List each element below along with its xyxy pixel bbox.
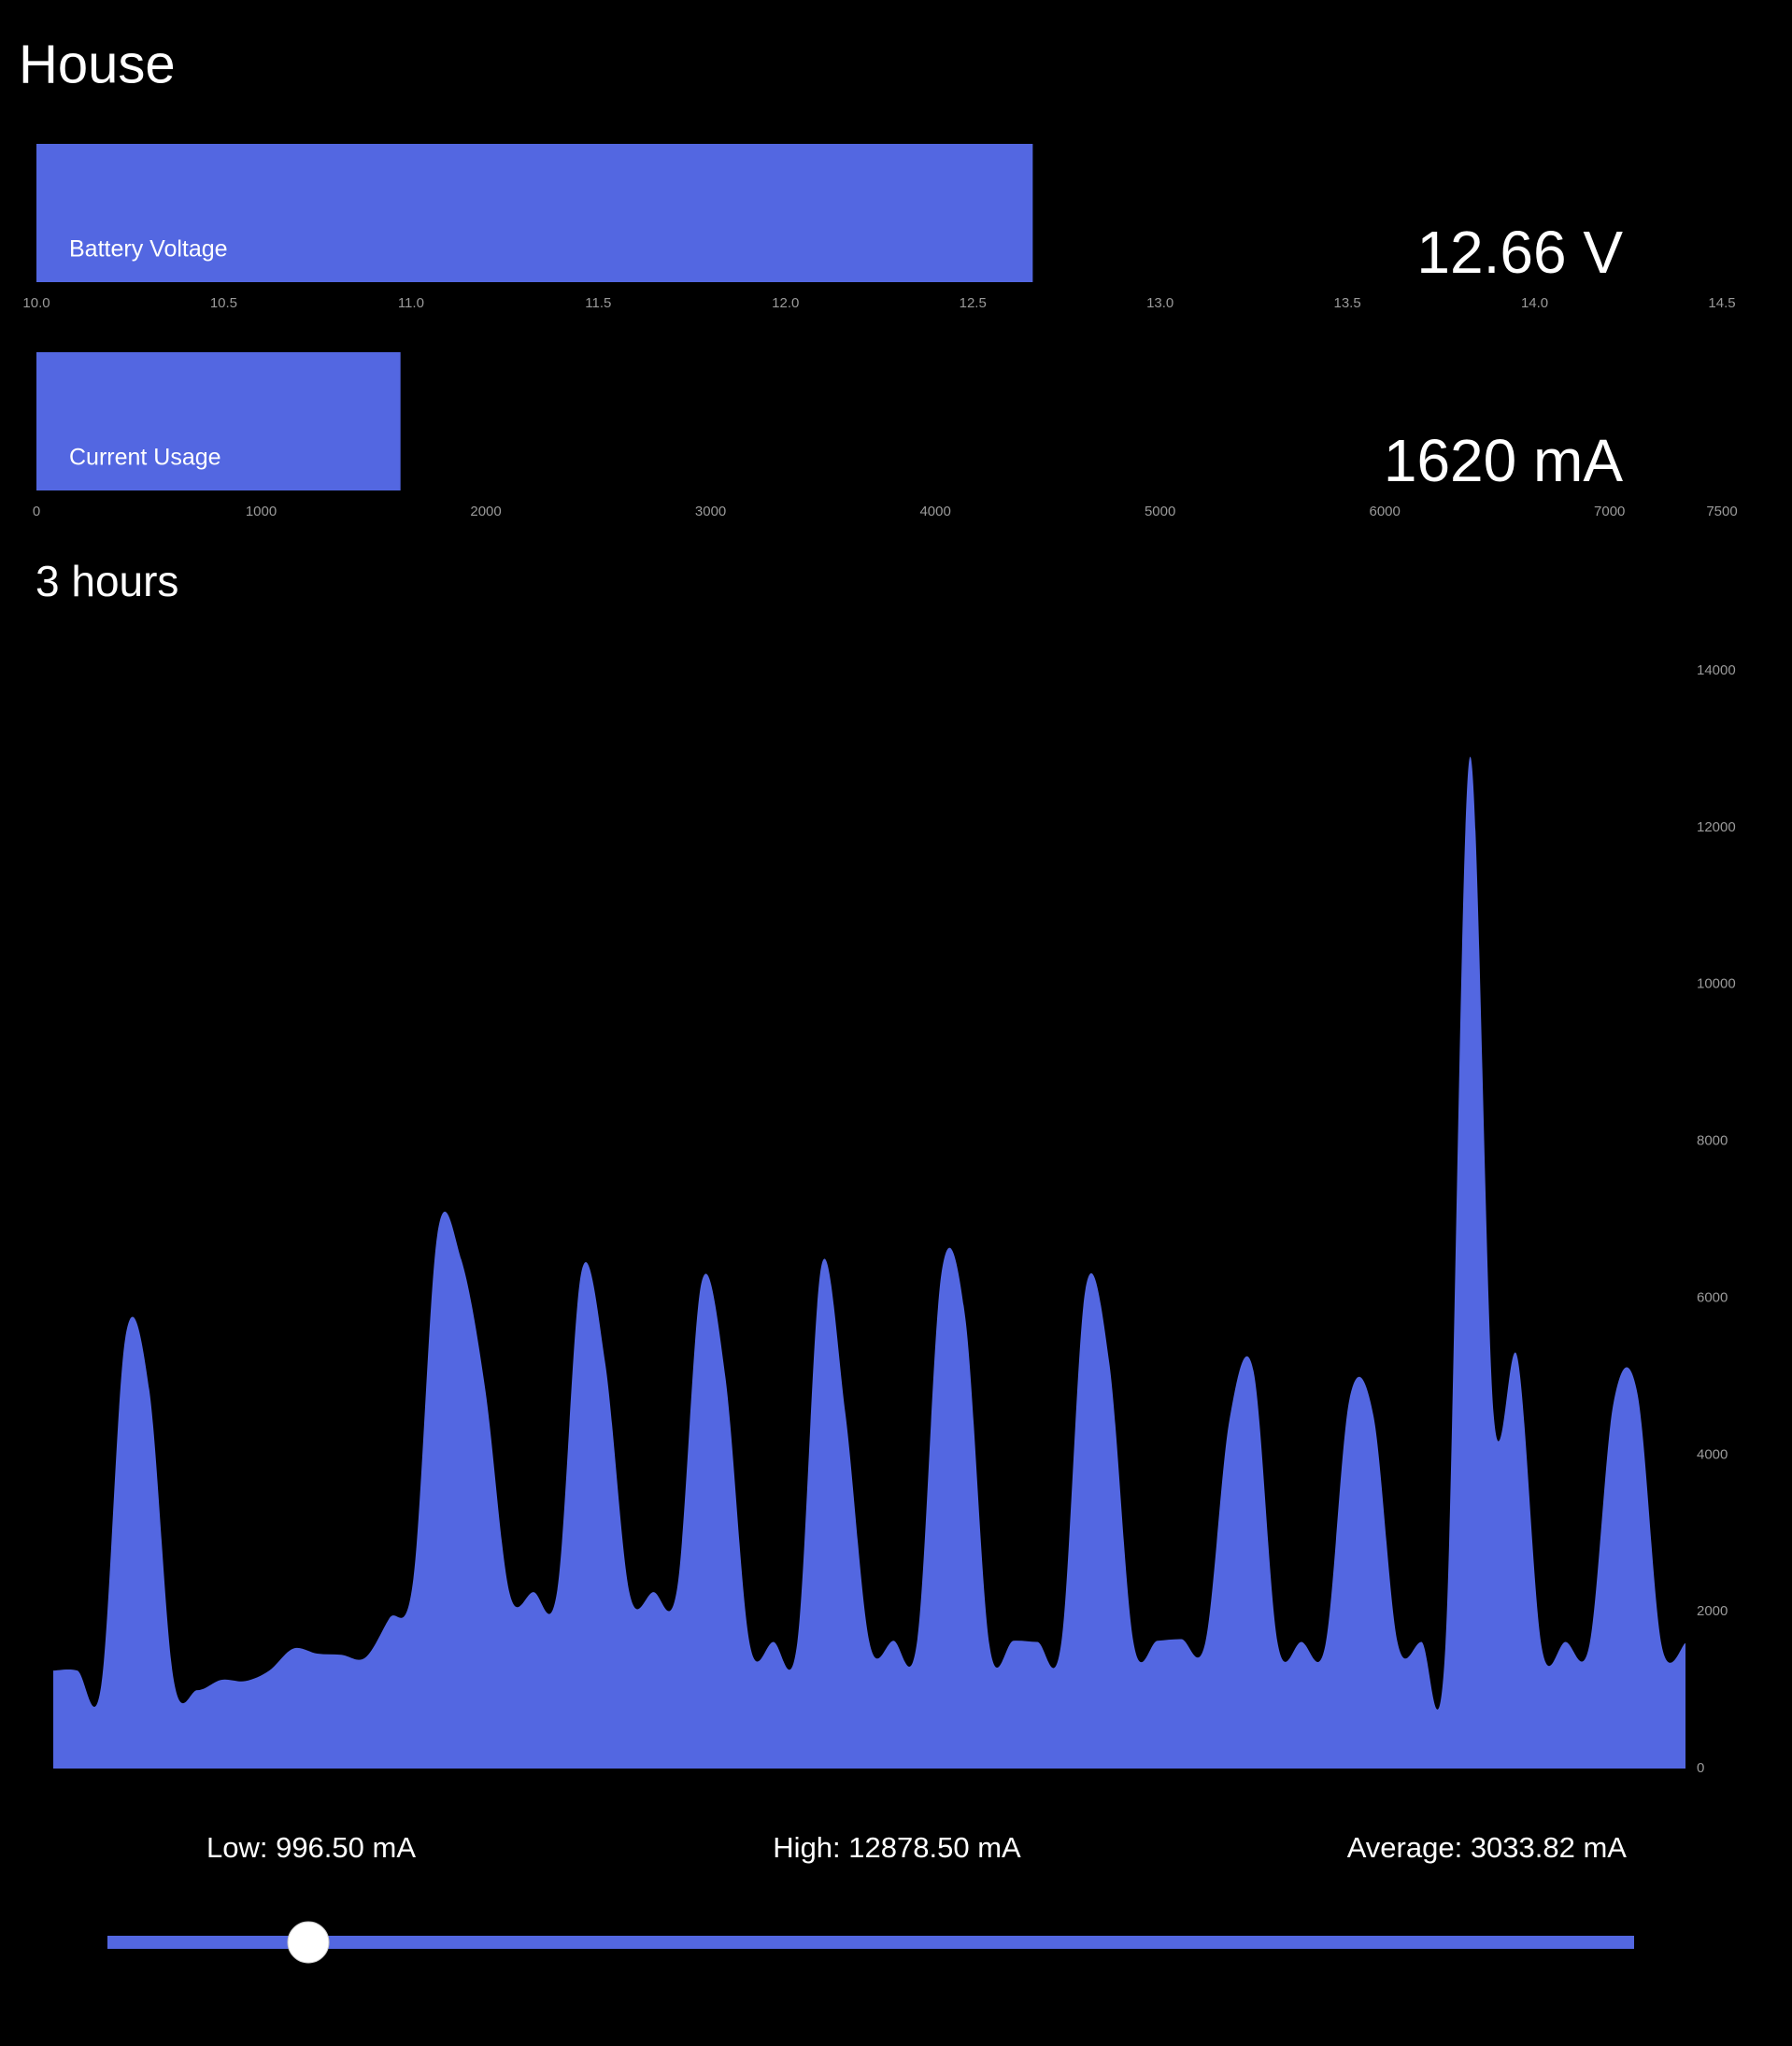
y-tick-label: 12000 bbox=[1697, 819, 1736, 835]
x-tick-label: 0 bbox=[33, 504, 40, 519]
stat-high: High: 12878.50 mA bbox=[773, 1831, 1021, 1864]
x-tick-label: 7000 bbox=[1594, 504, 1625, 519]
gauge-label: Current Usage bbox=[69, 445, 221, 471]
page-title: House bbox=[19, 34, 176, 94]
x-tick-label: 6000 bbox=[1370, 504, 1401, 519]
x-tick-label: 5000 bbox=[1145, 504, 1175, 519]
x-tick-label: 2000 bbox=[470, 504, 501, 519]
gauge-value: 1620 mA bbox=[1384, 427, 1623, 494]
y-tick-label: 10000 bbox=[1697, 976, 1736, 992]
x-tick-label: 11.0 bbox=[398, 295, 424, 311]
x-tick-label: 1000 bbox=[246, 504, 277, 519]
x-tick-label: 12.5 bbox=[960, 295, 987, 311]
x-tick-label: 11.5 bbox=[585, 295, 611, 311]
x-tick-label: 12.0 bbox=[772, 295, 799, 311]
slider-thumb[interactable] bbox=[287, 1921, 330, 1964]
gauge-bar bbox=[36, 352, 401, 490]
y-tick-label: 2000 bbox=[1697, 1603, 1728, 1619]
x-tick-label: 10.0 bbox=[22, 295, 50, 311]
gauge-bar bbox=[36, 144, 1033, 282]
gauge-value: 12.66 V bbox=[1416, 219, 1623, 286]
chart-title: 3 hours bbox=[36, 557, 178, 605]
x-tick-label: 7500 bbox=[1706, 504, 1737, 519]
slider-track[interactable] bbox=[107, 1936, 1634, 1949]
y-tick-label: 14000 bbox=[1697, 662, 1736, 678]
x-tick-label: 13.5 bbox=[1334, 295, 1361, 311]
y-tick-label: 8000 bbox=[1697, 1133, 1728, 1149]
gauge-label: Battery Voltage bbox=[69, 236, 228, 263]
y-tick-label: 6000 bbox=[1697, 1289, 1728, 1305]
x-tick-label: 13.0 bbox=[1146, 295, 1173, 311]
stat-average: Average: 3033.82 mA bbox=[1347, 1831, 1628, 1864]
y-tick-label: 4000 bbox=[1697, 1446, 1728, 1462]
x-tick-label: 14.5 bbox=[1708, 295, 1735, 311]
y-tick-label: 0 bbox=[1697, 1760, 1704, 1776]
x-tick-label: 3000 bbox=[695, 504, 726, 519]
x-tick-label: 4000 bbox=[919, 504, 950, 519]
x-tick-label: 10.5 bbox=[210, 295, 237, 311]
stat-low: Low: 996.50 mA bbox=[206, 1831, 416, 1864]
area bbox=[53, 757, 1685, 1769]
x-tick-label: 14.0 bbox=[1521, 295, 1548, 311]
